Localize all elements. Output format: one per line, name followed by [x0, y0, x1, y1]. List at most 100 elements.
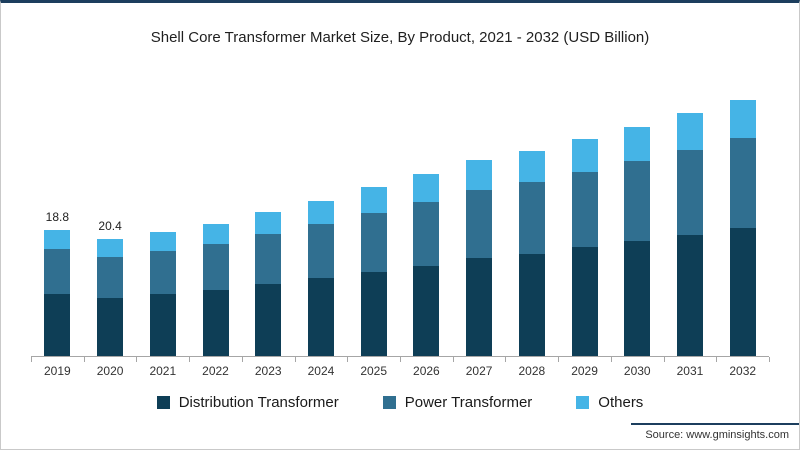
x-axis-label-2022: 2022 [202, 364, 229, 378]
bar-segment-others [307, 200, 334, 225]
axis-tick [136, 357, 138, 362]
bar-segment-others [44, 230, 71, 249]
bar-group-2028 [505, 76, 558, 356]
bar-stack [729, 100, 756, 356]
bar-segment-others [97, 239, 124, 257]
bar-stack [44, 230, 71, 356]
x-axis-label-2019: 2019 [44, 364, 71, 378]
axis-tick [769, 357, 770, 362]
bar-stack [676, 112, 703, 356]
axis-tick [83, 357, 85, 362]
bar-segment-distribution-transformer [518, 253, 545, 356]
legend-item-power-transformer: Power Transformer [382, 394, 533, 411]
axis-tick [31, 357, 32, 362]
bar-stack [149, 232, 176, 356]
x-axis-label-2030: 2030 [623, 364, 651, 378]
bar-segment-others [518, 151, 545, 182]
plot-area: 18.8 20.4 [31, 76, 769, 356]
axis-tick [347, 357, 349, 362]
bar-stack [466, 160, 493, 356]
bar-segment-distribution-transformer [97, 297, 124, 356]
bar-segment-distribution-transformer [729, 228, 756, 356]
bar-group-2025 [347, 76, 400, 356]
legend-swatch [382, 396, 396, 409]
x-axis-label-2028: 2028 [518, 364, 546, 378]
axis-tick [189, 357, 191, 362]
bar-segment-others [676, 112, 703, 150]
axis-tick [663, 357, 665, 362]
bar-segment-others [571, 138, 598, 172]
bar-segment-others [413, 174, 440, 202]
bar-segment-others [624, 126, 651, 162]
bar-segment-power-transformer [44, 248, 71, 294]
bar-group-2027 [453, 76, 506, 356]
bar-segment-distribution-transformer [624, 241, 651, 356]
bar-segment-power-transformer [466, 189, 493, 259]
bar-segment-power-transformer [255, 234, 282, 285]
bar-group-2022 [189, 76, 242, 356]
bar-stack [518, 151, 545, 356]
legend-label: Distribution Transformer [178, 394, 339, 411]
bar-group-2031 [664, 76, 717, 356]
legend-item-others: Others [576, 394, 643, 411]
bar-stack [202, 224, 229, 356]
bar-stack [97, 239, 124, 356]
x-axis-label-2027: 2027 [465, 364, 493, 378]
bar-segment-power-transformer [624, 161, 651, 242]
bar-segment-power-transformer [307, 224, 334, 279]
legend-swatch [576, 396, 590, 409]
bar-segment-distribution-transformer [44, 293, 71, 356]
x-axis-label-2025: 2025 [360, 364, 388, 378]
x-axis-label-2029: 2029 [571, 364, 598, 378]
x-axis-label-2020: 2020 [96, 364, 124, 378]
bar-segment-power-transformer [729, 138, 756, 229]
axis-tick [294, 357, 296, 362]
bar-stack [624, 126, 651, 356]
bar-group-2024 [295, 76, 348, 356]
bar-stack [571, 138, 598, 356]
bar-value-label-2019: 18.8 [45, 210, 70, 225]
bar-segment-distribution-transformer [255, 284, 282, 356]
bar-stack [413, 174, 440, 356]
axis-tick [558, 357, 560, 362]
legend: Distribution Transformer Power Transforme… [1, 394, 799, 411]
bar-segment-others [729, 100, 756, 139]
bar-segment-distribution-transformer [360, 271, 387, 356]
bar-group-2029 [558, 76, 611, 356]
legend-label: Power Transformer [404, 394, 533, 411]
axis-tick [400, 357, 401, 362]
bar-segment-distribution-transformer [413, 265, 440, 356]
bar-segment-power-transformer [149, 250, 176, 295]
bar-segment-distribution-transformer [571, 247, 598, 356]
axis-tick [241, 357, 243, 362]
bar-value-label-2020: 20.4 [98, 219, 122, 234]
chart-title: Shell Core Transformer Market Size, By P… [150, 29, 650, 46]
legend-item-distribution-transformer: Distribution Transformer [156, 394, 339, 411]
x-axis-label-2021: 2021 [149, 364, 177, 378]
bar-segment-distribution-transformer [149, 294, 176, 356]
x-axis-label-2031: 2031 [676, 364, 704, 378]
bar-group-2030 [611, 76, 664, 356]
x-axis-label-2023: 2023 [254, 364, 282, 378]
bar-group-2032 [716, 76, 769, 356]
bar-group-2020: 20.4 [84, 76, 137, 356]
bar-segment-others [466, 160, 493, 190]
source-attribution: Source: www.gminsights.com [631, 423, 799, 441]
bar-segment-power-transformer [676, 149, 703, 235]
bar-segment-others [255, 211, 282, 235]
bar-group-2019: 18.8 [31, 76, 84, 356]
bar-segment-power-transformer [413, 201, 440, 266]
bar-group-2021 [136, 76, 189, 356]
bar-segment-power-transformer [518, 181, 545, 254]
bar-segment-power-transformer [571, 171, 598, 248]
bar-segment-power-transformer [97, 256, 124, 298]
bar-segment-distribution-transformer [676, 234, 703, 356]
bar-segment-power-transformer [202, 244, 229, 291]
axis-tick [452, 357, 454, 362]
legend-swatch [156, 396, 170, 409]
x-axis-label-2026: 2026 [413, 364, 440, 378]
x-axis-label-2024: 2024 [307, 364, 335, 378]
bar-stack [255, 211, 282, 356]
bar-segment-distribution-transformer [202, 290, 229, 356]
